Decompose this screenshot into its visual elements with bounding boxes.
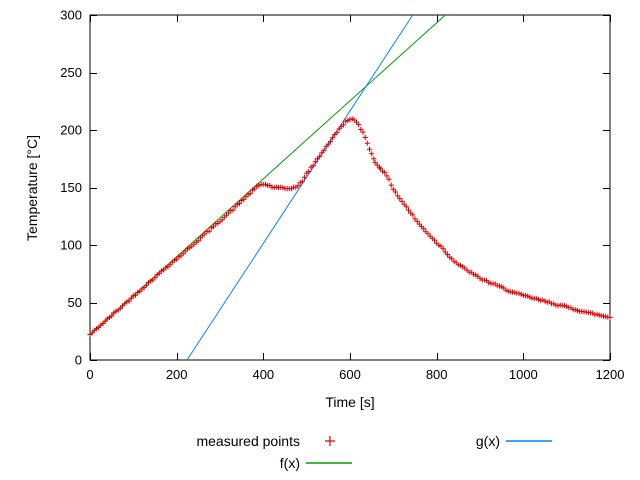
svg-text:1200: 1200 bbox=[596, 367, 625, 382]
plus-marker-icon bbox=[300, 434, 358, 448]
line-fx bbox=[89, 14, 446, 336]
svg-text:100: 100 bbox=[60, 238, 82, 253]
series-measured-points bbox=[87, 116, 613, 338]
svg-text:0: 0 bbox=[86, 367, 93, 382]
x-axis-title: Time [s] bbox=[325, 394, 375, 410]
svg-text:800: 800 bbox=[426, 367, 448, 382]
svg-text:250: 250 bbox=[60, 65, 82, 80]
blue-line-swatch-icon bbox=[500, 434, 558, 448]
svg-text:150: 150 bbox=[60, 180, 82, 195]
svg-text:400: 400 bbox=[252, 367, 274, 382]
svg-text:0: 0 bbox=[75, 353, 82, 368]
legend-item-g: g(x) bbox=[330, 432, 558, 450]
svg-text:300: 300 bbox=[60, 8, 82, 23]
x-ticks bbox=[90, 15, 611, 360]
svg-text:200: 200 bbox=[166, 367, 188, 382]
legend-item-measured-points: measured points bbox=[88, 432, 358, 450]
legend-item-f: f(x) bbox=[88, 454, 358, 472]
x-tick-labels: 0 200 400 600 800 1000 1200 bbox=[86, 367, 624, 382]
y-tick-labels: 0 50 100 150 200 250 300 bbox=[60, 8, 82, 368]
svg-text:1000: 1000 bbox=[509, 367, 538, 382]
legend-label-g: g(x) bbox=[475, 433, 500, 449]
svg-text:600: 600 bbox=[339, 367, 361, 382]
y-ticks bbox=[90, 15, 610, 361]
svg-text:50: 50 bbox=[68, 295, 82, 310]
legend-label-measured-points: measured points bbox=[196, 433, 300, 449]
y-axis-title: Temperature [°C] bbox=[24, 135, 40, 241]
svg-text:200: 200 bbox=[60, 123, 82, 138]
line-gx bbox=[186, 14, 414, 361]
plot-border bbox=[89, 14, 611, 361]
green-line-swatch-icon bbox=[300, 456, 358, 470]
legend-label-f: f(x) bbox=[279, 455, 300, 471]
